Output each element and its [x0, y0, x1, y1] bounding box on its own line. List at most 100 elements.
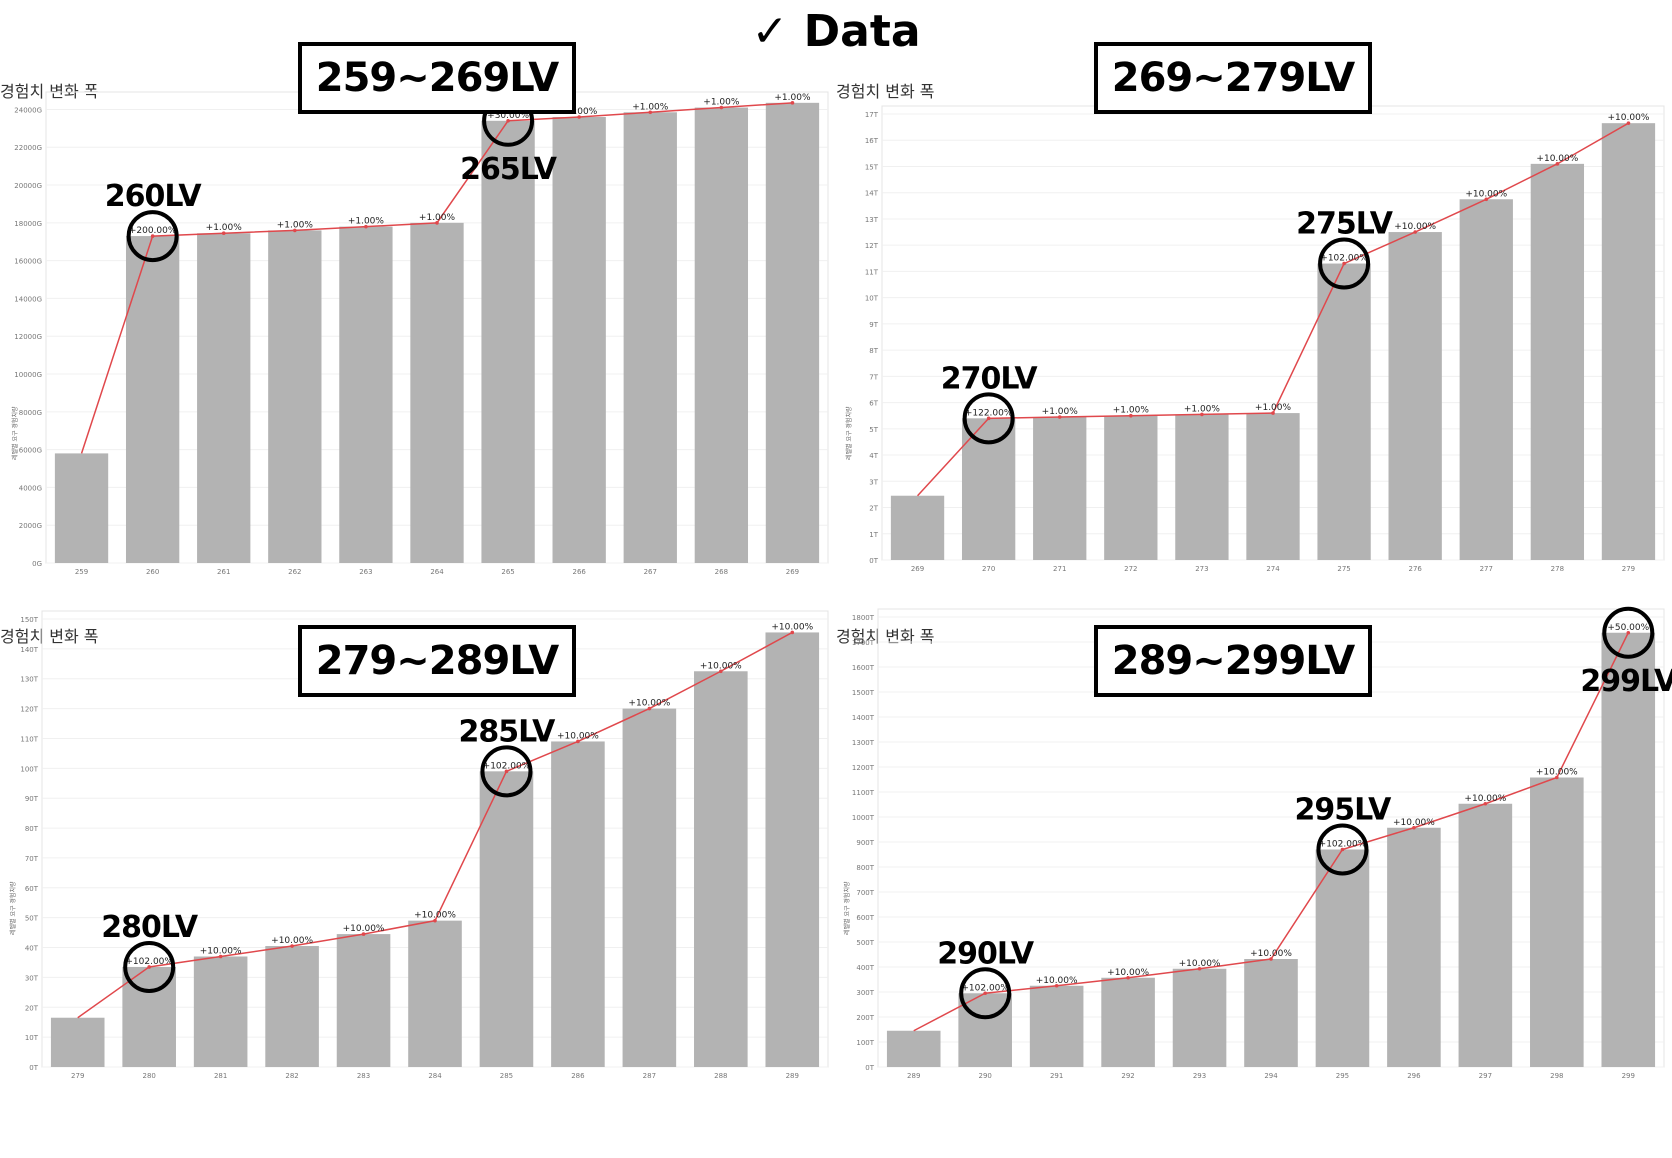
data-point [1200, 412, 1204, 417]
y-tick-label: 200T [856, 1014, 874, 1022]
x-tick-label: 294 [1264, 1072, 1278, 1080]
data-label: +102.00% [1319, 840, 1367, 850]
data-point [218, 954, 223, 959]
y-tick-label: 13T [865, 216, 879, 224]
data-point [1626, 121, 1631, 125]
x-tick-label: 274 [1266, 565, 1280, 573]
data-label: +10.00% [200, 946, 242, 956]
x-tick-label: 276 [1408, 565, 1422, 573]
y-tick-label: 1800T [852, 614, 875, 622]
header: ✓ Data [0, 0, 1672, 70]
y-tick-label: 20000G [14, 182, 42, 190]
y-tick-label: 16T [865, 137, 879, 145]
highlight-circle [123, 940, 176, 993]
x-tick-label: 266 [572, 568, 586, 576]
bar [410, 222, 464, 563]
data-point [1483, 801, 1488, 806]
bar [1172, 968, 1227, 1067]
x-tick-label: 269 [786, 568, 799, 576]
chart-svg: 0T 10T 20T 30T 40T 50T 60T 70T 80T 90T 100T 110T 120… [20, 610, 829, 1080]
x-tick-label: 296 [1407, 1072, 1421, 1080]
y-tick-label: 20T [25, 1004, 39, 1012]
data-point [1129, 413, 1133, 418]
y-tick-label: 9T [869, 321, 878, 329]
y-tick-label: 1500T [852, 689, 875, 697]
data-point [1413, 230, 1417, 234]
bar [125, 236, 180, 563]
data-label: +10.00% [1536, 768, 1578, 778]
data-point [1269, 957, 1273, 961]
bar [1244, 959, 1298, 1067]
x-tick-label: 261 [217, 568, 230, 576]
y-tick-label: 10000G [14, 371, 42, 379]
data-label: +10.00% [1536, 154, 1578, 164]
y-tick-label: 5T [869, 426, 878, 434]
x-tick-label: 277 [1480, 565, 1493, 573]
bar [339, 226, 393, 563]
bar [958, 993, 1012, 1067]
bar [890, 495, 945, 560]
data-point [1412, 825, 1416, 830]
bar [1315, 849, 1370, 1067]
y-tick-label: 8000G [19, 409, 42, 417]
x-tick-label: 290 [978, 1072, 991, 1080]
bar [1101, 977, 1155, 1067]
data-point [986, 416, 991, 421]
bar [481, 120, 535, 563]
data-point [647, 706, 652, 711]
level-annotation: 295LV [1295, 793, 1393, 828]
data-point [1342, 261, 1346, 266]
level-annotation: 265LV [460, 152, 558, 187]
x-tick-label: 269 [911, 565, 924, 573]
y-tick-label: 1600T [852, 664, 875, 672]
y-tick-label: 400T [856, 964, 874, 972]
x-tick-label: 263 [359, 568, 372, 576]
data-label: +10.00% [1465, 189, 1507, 199]
y-tick-label: 4T [869, 452, 878, 460]
x-tick-label: 288 [714, 1072, 727, 1080]
data-label: +30.00% [487, 111, 529, 121]
y-tick-label: 6000G [19, 447, 42, 455]
data-label: +1.00% [703, 98, 740, 108]
data-label: +1.00% [206, 223, 243, 233]
data-point [504, 769, 509, 774]
y-tick-label: 30T [25, 974, 39, 982]
y-tick-label: 1T [869, 531, 878, 539]
x-tick-label: 289 [786, 1072, 799, 1080]
chart-svg: 0G 2000G 4000G 6000G 8000G 10000G 12000G 14000G… [14, 91, 829, 576]
y-tick-label: 14T [865, 190, 879, 198]
bar [765, 632, 820, 1067]
data-label: +102.00% [483, 761, 531, 771]
y-tick-label: 100T [20, 765, 38, 773]
data-label: +10.00% [271, 936, 313, 946]
x-tick-label: 275 [1337, 565, 1350, 573]
highlight-circle [126, 210, 179, 263]
bar [1104, 415, 1158, 560]
y-tick-label: 0T [865, 1064, 874, 1072]
x-tick-label: 267 [644, 568, 657, 576]
x-tick-label: 264 [430, 568, 444, 576]
data-label: +1.00% [348, 217, 385, 227]
data-point [983, 991, 987, 996]
y-tick-label: 1200T [852, 764, 875, 772]
x-tick-label: 279 [1622, 565, 1635, 573]
highlight-circle [959, 967, 1012, 1020]
bar [1601, 632, 1656, 1067]
x-tick-label: 287 [643, 1072, 656, 1080]
bar [408, 920, 462, 1067]
data-point [1271, 411, 1275, 415]
y-tick-label: 1000T [852, 814, 875, 822]
data-label: +10.00% [771, 622, 813, 632]
data-label: +102.00% [961, 983, 1009, 993]
y-tick-label: 700T [856, 889, 874, 897]
bar [1459, 199, 1513, 560]
bar [336, 934, 391, 1067]
data-point [506, 118, 510, 123]
bar [479, 771, 534, 1067]
y-tick-label: 15T [865, 163, 879, 171]
data-point [147, 965, 151, 969]
level-annotation: 270LV [941, 361, 1039, 396]
data-point [790, 630, 795, 635]
data-point [1054, 983, 1059, 988]
data-label: +10.00% [1394, 222, 1436, 232]
